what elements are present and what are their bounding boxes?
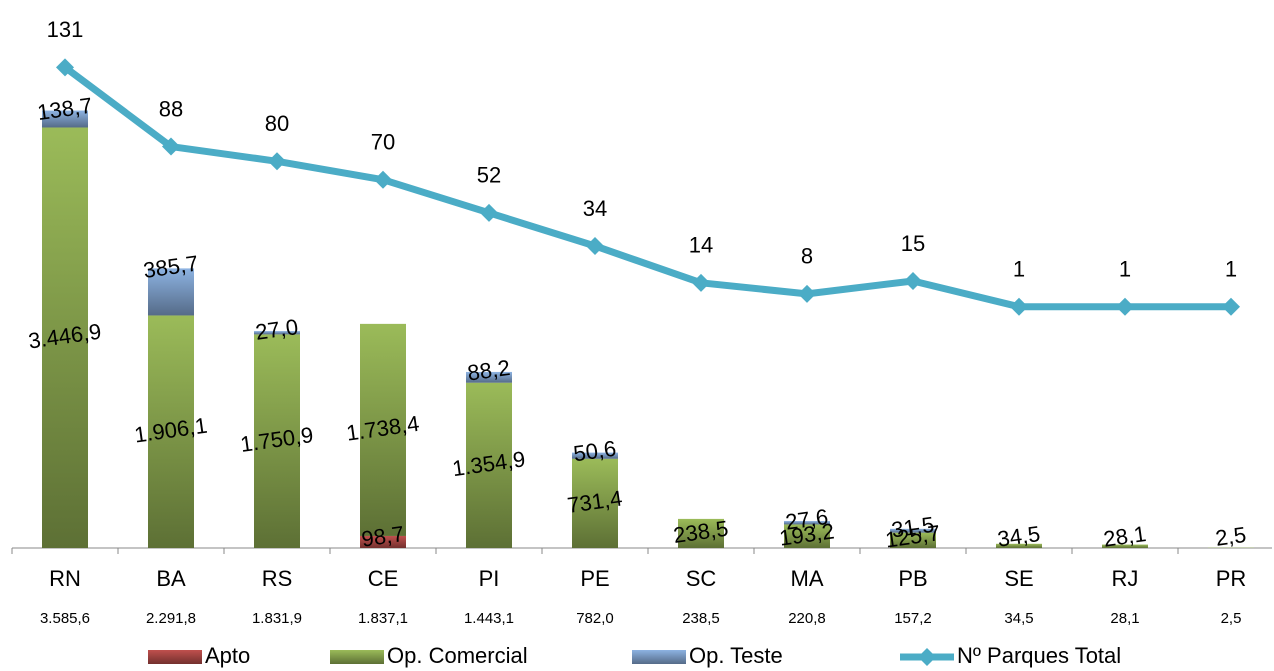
data-label: 34,5 [996,521,1042,552]
line-marker [162,137,180,156]
category-total: 220,8 [788,610,826,627]
x-tick-label: PR [1216,566,1247,591]
legend-swatch [330,650,384,664]
data-label: 1.750,9 [239,422,315,457]
bar-segment [148,315,194,548]
x-tick-label: PE [580,566,609,591]
legend-swatch [632,650,686,664]
bar-segment [572,452,618,459]
bar-segment [784,524,830,548]
category-total: 28,1 [1110,610,1139,627]
bar-segment [890,528,936,533]
x-tick-label: BA [156,566,186,591]
data-label: 88,2 [466,355,512,386]
data-label: 31,5 [890,512,936,543]
x-tick-label: SC [686,566,717,591]
data-label: 14 [689,233,713,258]
legend-label: Apto [205,643,250,668]
line-marker [586,236,604,255]
bar-segment [678,518,724,548]
x-tick-label: SE [1004,566,1033,591]
x-tick-label: RJ [1112,566,1139,591]
legend-label: Op. Teste [689,643,783,668]
bar-segment [360,323,406,536]
category-total: 1.831,9 [252,610,302,627]
data-label: 1 [1119,257,1131,282]
data-label: 52 [477,163,501,188]
category-total: 3.585,6 [40,610,90,627]
legend-marker [918,648,936,666]
category-total: 157,2 [894,610,932,627]
category-total: 1.837,1 [358,610,408,627]
bar-segment [784,521,830,525]
line-marker [692,273,710,292]
data-label: 1.738,4 [345,411,421,446]
line-marker [798,284,816,303]
category-total: 34,5 [1004,610,1033,627]
bar-segment [1102,544,1148,548]
data-label: 50,6 [572,436,618,467]
bar-segment [360,535,406,548]
data-label: 98,7 [360,521,406,552]
legend-label: Nº Parques Total [957,643,1121,668]
category-total: 782,0 [576,610,614,627]
category-total: 2,5 [1221,610,1242,627]
data-label: 34 [583,196,607,221]
bar-segment [572,458,618,548]
data-label: 8 [801,244,813,269]
line-marker [56,58,74,77]
category-total: 2.291,8 [146,610,196,627]
line [62,64,1231,311]
data-label: 15 [901,231,925,256]
x-tick-label: RN [49,566,81,591]
data-label: 3.446,9 [27,319,103,354]
data-label: 28,1 [1102,521,1148,552]
x-tick-label: PI [479,566,500,591]
legend-swatch [148,650,202,664]
bar-segment [254,331,300,335]
data-label: 1.354,9 [451,446,527,481]
category-total: 238,5 [682,610,720,627]
data-label: 1.906,1 [133,413,209,448]
line-marker [374,170,392,189]
line-marker [904,271,922,290]
bar-segment [466,371,512,383]
line-marker [1222,297,1240,316]
data-label: 70 [371,130,395,155]
data-label: 27,0 [254,314,300,345]
bar-segment [148,268,194,316]
data-label: 80 [265,111,289,136]
line-marker [268,152,286,171]
bar-segment [42,127,88,548]
x-tick-label: CE [368,566,399,591]
data-label: 1 [1225,257,1237,282]
x-tick-label: MA [791,566,824,591]
bar-segment [42,110,88,128]
line-marker [1010,297,1028,316]
bar-segment [890,532,936,548]
data-label: 131 [47,17,84,42]
category-total: 1.443,1 [464,610,514,627]
line-marker [480,203,498,222]
bar-segment [254,334,300,548]
line-marker [1116,297,1134,316]
data-label: 1 [1013,257,1025,282]
bar-segment [996,543,1042,548]
legend-label: Op. Comercial [387,643,528,668]
data-label: 27,6 [784,504,830,535]
x-tick-label: RS [262,566,293,591]
bar-segment [466,382,512,548]
data-label: 2,5 [1214,522,1248,551]
x-tick-label: PB [898,566,927,591]
data-label: 88 [159,96,183,121]
